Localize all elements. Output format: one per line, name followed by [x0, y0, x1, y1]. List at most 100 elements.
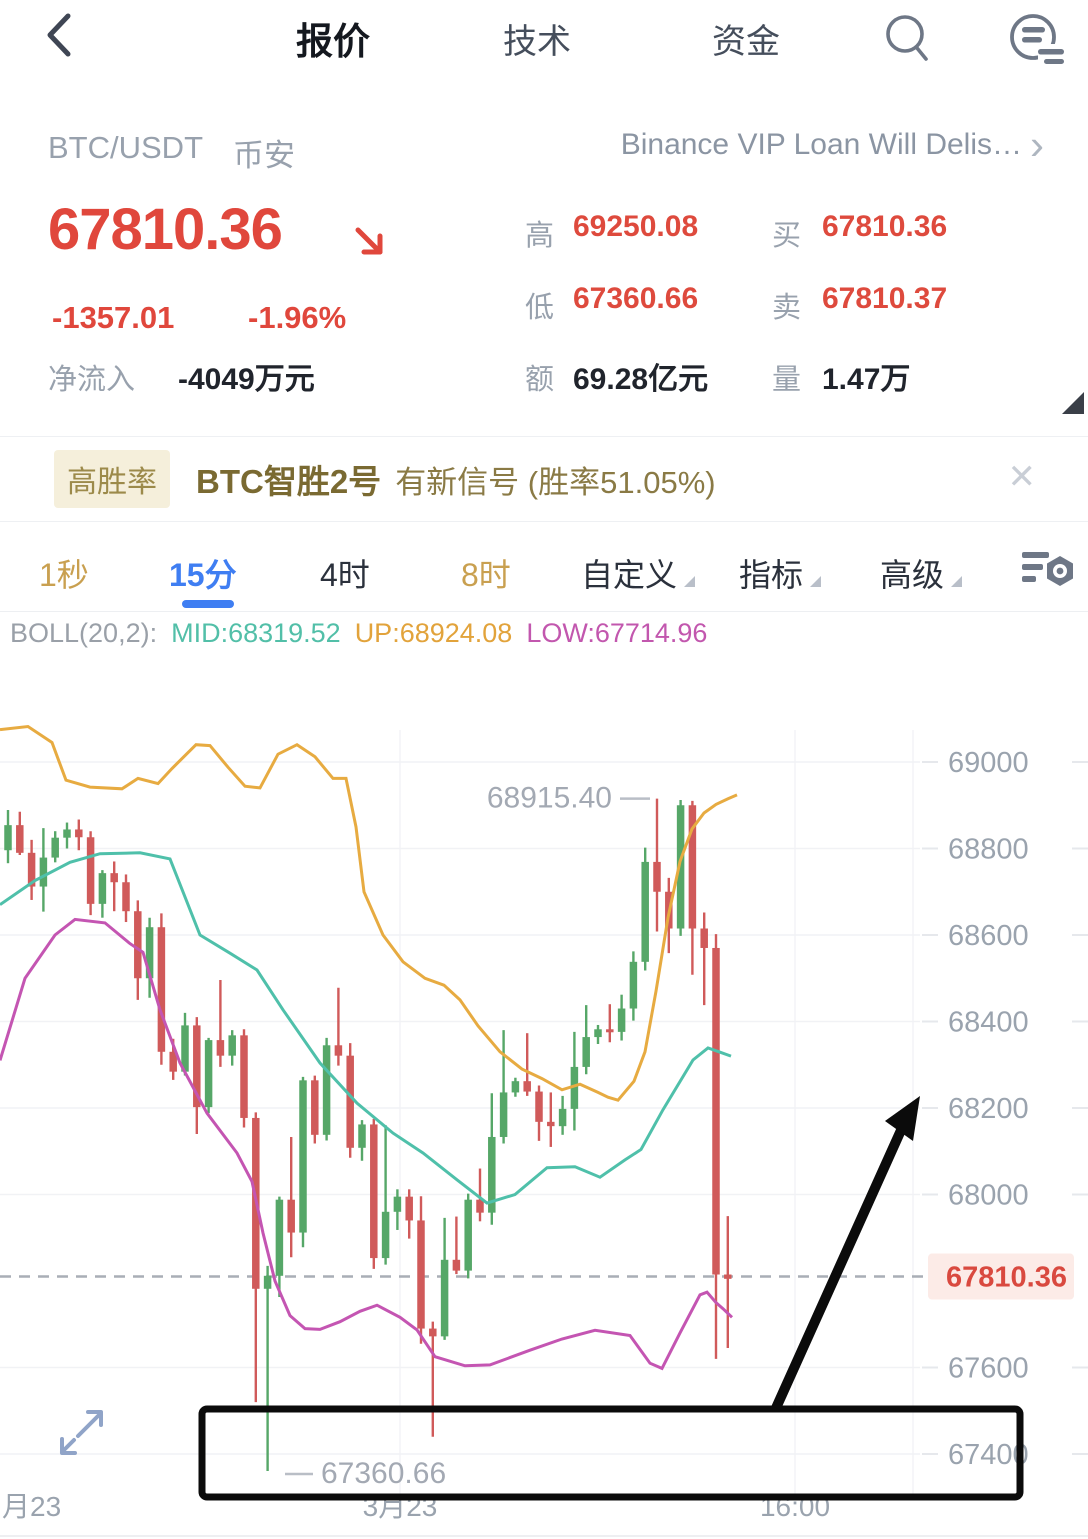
candle-body: [511, 1081, 520, 1093]
price-change: -1357.01: [52, 300, 175, 335]
win-rate-badge: 高胜率: [54, 450, 170, 508]
tab-quote[interactable]: 报价: [296, 21, 370, 62]
candle-body: [488, 1136, 496, 1213]
expand-stats-corner[interactable]: [1062, 392, 1084, 414]
top-navigation: 报价 技术 资金: [0, 0, 1088, 92]
signal-banner[interactable]: 高胜率 BTC智胜2号 有新信号 (胜率51.05%) ✕: [0, 436, 1088, 522]
annotations-layer: [198, 1096, 1024, 1501]
candle-body: [322, 1045, 331, 1135]
close-icon[interactable]: ✕: [1007, 458, 1037, 496]
stat-volume-label: 量: [772, 364, 802, 396]
caret-icon: [684, 576, 696, 587]
candle-body: [417, 1220, 425, 1329]
candle-body: [452, 1259, 461, 1271]
candle-body: [641, 861, 649, 962]
candle-body: [405, 1196, 413, 1221]
candle-body: [464, 1199, 472, 1271]
last-price: 67810.36: [48, 197, 283, 262]
caret-icon: [951, 576, 963, 587]
candle-body: [535, 1091, 543, 1122]
svg-text:68200: 68200: [948, 1093, 1029, 1125]
candle-body: [724, 1274, 732, 1279]
timeframe-15min[interactable]: 15分: [169, 557, 237, 593]
stat-high-label: 高: [525, 220, 555, 252]
candle-body: [617, 1008, 626, 1032]
candle-body: [358, 1124, 366, 1148]
stat-turnover-label: 额: [525, 364, 555, 396]
stat-ask-label: 卖: [772, 292, 802, 324]
boll-middle-band: [0, 851, 732, 1205]
candle-body: [204, 1040, 213, 1108]
candle-body: [110, 873, 118, 883]
back-button[interactable]: [38, 10, 82, 60]
svg-text:月23: 月23: [2, 1491, 61, 1522]
timeframe-custom[interactable]: 自定义: [581, 550, 696, 596]
annotation-arrow: [771, 1125, 907, 1411]
svg-text:68400: 68400: [948, 1007, 1029, 1039]
candle-body: [86, 837, 95, 904]
candle-body: [27, 852, 36, 887]
candle-body: [499, 1092, 508, 1137]
candle-body: [275, 1199, 284, 1276]
net-inflow-value: -4049万元: [178, 363, 315, 396]
candle-body: [299, 1080, 307, 1233]
candle-body: [157, 927, 166, 1052]
chart-settings-icon[interactable]: [1018, 542, 1082, 611]
last-price-chip: 67810.36: [946, 1262, 1067, 1294]
stat-low-value: 67360.66: [573, 282, 699, 315]
annotation-rectangle: [198, 1405, 1024, 1501]
expand-chart-icon[interactable]: [60, 1410, 103, 1455]
candle-body: [429, 1328, 437, 1337]
candle-body: [63, 829, 71, 838]
stat-bid-value: 67810.36: [822, 210, 948, 243]
candle-body: [181, 1025, 189, 1072]
candle-body: [98, 873, 107, 904]
search-icon[interactable]: [878, 8, 938, 73]
candle-body: [440, 1259, 449, 1337]
svg-text:68000: 68000: [948, 1180, 1029, 1212]
candle-body: [311, 1080, 319, 1135]
candle-body: [629, 961, 638, 1009]
candle-body: [16, 825, 24, 853]
stat-high-value: 69250.08: [573, 210, 699, 243]
candle-body: [75, 829, 83, 838]
candles-layer: [4, 798, 732, 1472]
candle-body: [582, 1037, 590, 1067]
quotes-list-icon[interactable]: [1004, 8, 1068, 77]
timeframe-4h[interactable]: 4时: [320, 557, 370, 593]
candle-body: [476, 1199, 484, 1213]
candle-body: [4, 825, 12, 851]
candle-body: [570, 1066, 579, 1109]
signal-message: 有新信号 (胜率51.05%): [395, 464, 716, 500]
tab-funds[interactable]: 资金: [712, 23, 780, 61]
news-ticker[interactable]: Binance VIP Loan Will Delis… ›: [620, 124, 1044, 166]
menu-advanced[interactable]: 高级: [880, 550, 963, 596]
menu-indicators[interactable]: 指标: [739, 550, 822, 596]
svg-text:67400: 67400: [948, 1439, 1029, 1471]
candlestick-chart[interactable]: 69000 68800 68600 68400 68200 68000 67600 67400…: [0, 650, 1088, 1539]
timeframe-1s[interactable]: 1秒: [39, 557, 89, 593]
candle-body: [193, 1025, 201, 1108]
signal-title: BTC智胜2号: [196, 463, 382, 500]
candle-body: [393, 1196, 402, 1212]
candle-body: [700, 928, 708, 948]
candle-body: [263, 1275, 272, 1289]
symbol-pair[interactable]: BTC/USDT: [48, 130, 203, 165]
price-down-arrow-icon: [352, 222, 392, 267]
tab-technical[interactable]: 技术: [503, 23, 571, 61]
timeframe-8h[interactable]: 8时: [461, 557, 511, 593]
boll-up-value: UP:68924.08: [354, 618, 513, 648]
boll-lower-band: [0, 917, 734, 1371]
candle-body: [523, 1081, 531, 1092]
extreme-labels: 68915.40 67360.66: [285, 782, 650, 1490]
candle-body: [688, 805, 697, 929]
candle-body: [370, 1124, 378, 1259]
exchange-name: 币安: [233, 138, 295, 173]
stat-bid-label: 买: [772, 220, 802, 252]
candle-body: [334, 1045, 343, 1056]
news-ticker-text: Binance VIP Loan Will Delis…: [620, 128, 1022, 161]
candle-body: [287, 1199, 295, 1233]
net-inflow-label: 净流入: [48, 364, 136, 396]
indicator-readout: BOLL(20,2): MID:68319.52 UP:68924.08 LOW:67…: [10, 618, 721, 649]
